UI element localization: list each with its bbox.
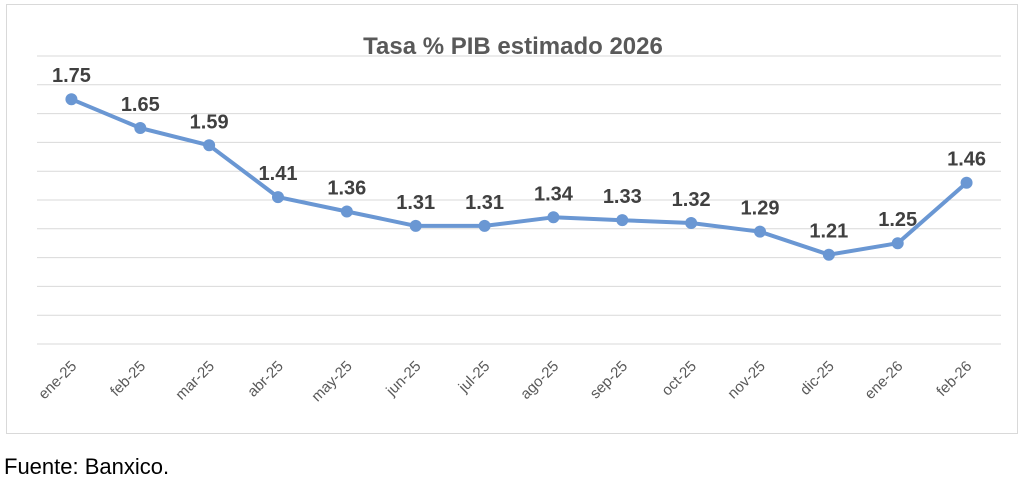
data-point-mar-25 [203, 139, 216, 152]
data-point-jul-25 [478, 219, 491, 232]
data-point-markers [65, 93, 973, 261]
data-point-jun-25 [409, 219, 422, 232]
data-label-feb-26: 1.46 [947, 149, 986, 171]
x-tick-label-feb-26: feb-26 [933, 358, 975, 400]
x-tick-label-ago-25: ago-25 [517, 358, 562, 403]
data-point-nov-25 [754, 225, 766, 238]
data-labels: 1.75 1.65 1.59 1.41 1.36 1.31 1.31 1.34 1.33 1.32… [52, 65, 986, 243]
data-label-oct-25: 1.32 [672, 189, 711, 211]
x-axis-tick-labels: ene-25 feb-25 mar-25 abr-25 may-25 jun-25 jul-… [35, 358, 975, 405]
x-tick-label-oct-25: oct-25 [658, 358, 700, 400]
data-label-mar-25: 1.59 [190, 111, 229, 133]
data-point-feb-26 [960, 176, 973, 189]
source-note: Fuente: Banxico. [4, 454, 170, 479]
x-tick-label-may-25: may-25 [308, 358, 355, 405]
x-tick-label-ene-26: ene-26 [861, 358, 906, 403]
data-point-sep-25 [616, 214, 629, 227]
data-point-ago-25 [547, 211, 560, 224]
data-label-feb-25: 1.65 [121, 94, 160, 116]
x-tick-label-ene-25: ene-25 [35, 358, 80, 403]
x-tick-label-jun-25: jun-25 [382, 358, 424, 400]
x-tick-label-nov-25: nov-25 [724, 358, 768, 402]
data-point-ene-26 [891, 237, 904, 250]
x-tick-label-dic-25: dic-25 [797, 358, 838, 399]
data-point-ene-25 [65, 93, 78, 106]
x-tick-label-abr-25: abr-25 [244, 358, 287, 401]
data-label-ago-25: 1.34 [534, 183, 574, 205]
data-point-feb-25 [134, 122, 147, 134]
data-label-jun-25: 1.31 [396, 192, 435, 214]
x-tick-label-jul-25: jul-25 [455, 358, 494, 397]
series-line-layer [69, 97, 969, 257]
data-label-nov-25: 1.29 [741, 198, 780, 220]
data-point-dic-25 [822, 248, 835, 261]
data-label-sep-25: 1.33 [603, 186, 642, 208]
data-label-abr-25: 1.41 [259, 163, 298, 185]
data-point-may-25 [340, 205, 353, 218]
x-tick-label-feb-25: feb-25 [107, 358, 149, 400]
data-label-jul-25: 1.31 [465, 192, 504, 214]
data-label-may-25: 1.36 [327, 178, 366, 200]
line-chart: Tasa % PIB estimado 2026 1.751.651.591.4… [35, 33, 1001, 405]
data-label-ene-26: 1.25 [878, 209, 917, 231]
x-tick-label-sep-25: sep-25 [587, 358, 631, 402]
x-tick-label-mar-25: mar-25 [172, 358, 218, 404]
grid-lines [37, 55, 1001, 345]
data-label-dic-25: 1.21 [809, 221, 848, 243]
series-line [69, 97, 969, 257]
data-point-abr-25 [272, 191, 284, 204]
data-label-ene-25: 1.75 [52, 65, 91, 87]
data-point-oct-25 [685, 217, 698, 230]
chart-frame: Tasa % PIB estimado 2026 1.75 1.65 1.59 1.4… [6, 4, 1018, 434]
